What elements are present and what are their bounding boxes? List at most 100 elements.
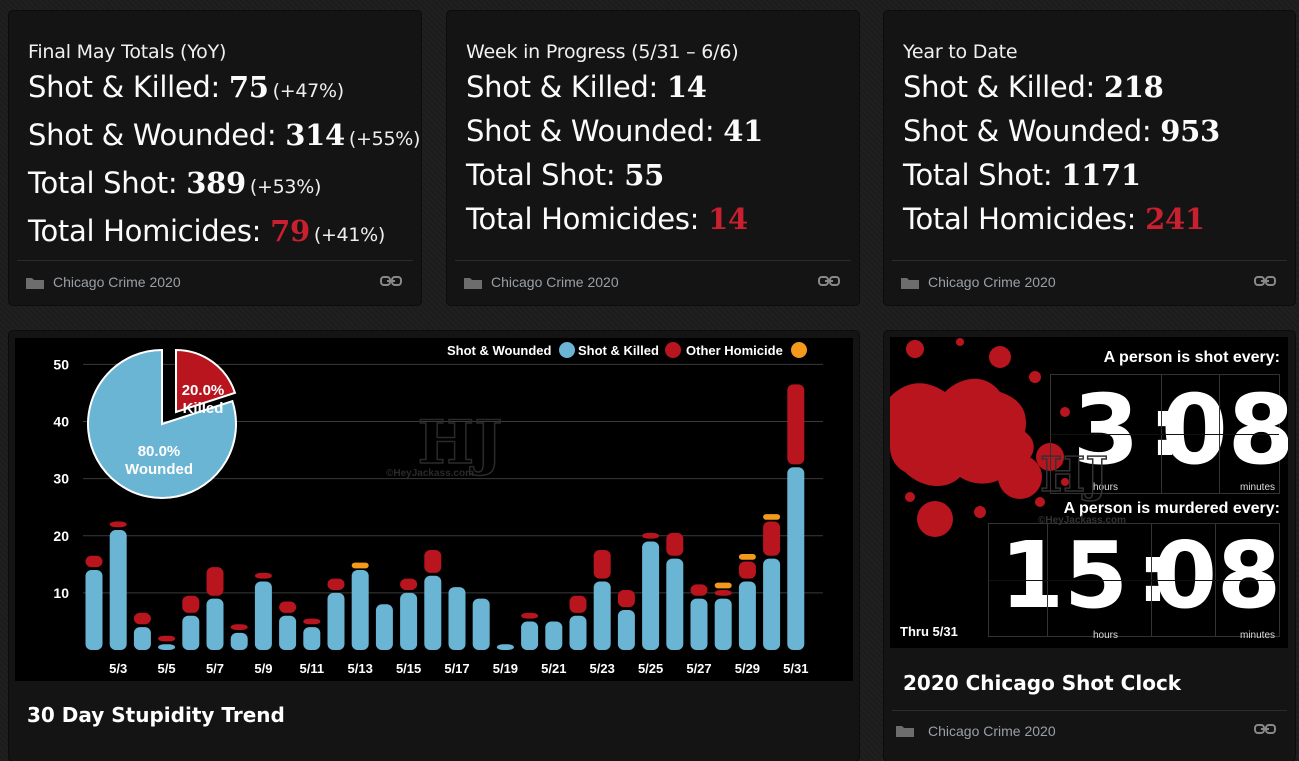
folder-icon	[901, 278, 919, 289]
stat-row-shot-killed: Shot & Killed: 218	[903, 70, 1164, 104]
bar-killed	[279, 601, 297, 613]
bar-killed	[593, 550, 611, 579]
thru-date: Thru 5/31	[900, 624, 958, 639]
x-tick-label: 5/27	[686, 661, 711, 676]
bar-killed	[400, 578, 418, 591]
murder-hours-unit: hours	[1093, 630, 1119, 641]
card-footer: Chicago Crime 2020	[455, 260, 851, 305]
folder-icon	[464, 278, 482, 289]
bar-other	[351, 562, 369, 569]
murder-clock-face: 15 : 08	[988, 522, 1282, 637]
x-tick-label: 5/21	[541, 661, 566, 676]
link-icon[interactable]	[1254, 723, 1276, 735]
x-tick-label: 5/3	[109, 661, 127, 676]
stat-row-shot-wounded: Shot & Wounded: 314 (+55%)	[28, 118, 421, 152]
bar-wounded	[545, 621, 563, 650]
x-tick-label: 5/25	[638, 661, 663, 676]
bar-wounded	[109, 530, 127, 650]
bar-wounded	[327, 592, 345, 650]
bar-killed	[521, 612, 539, 619]
bar-wounded	[787, 467, 805, 650]
bar-killed	[254, 572, 272, 579]
bar-wounded	[206, 598, 224, 650]
category-link[interactable]: Chicago Crime 2020	[53, 274, 181, 290]
x-tick-label: 5/7	[206, 661, 224, 676]
stat-row-total-shot: Total Shot: 55	[466, 158, 665, 192]
folder-icon	[26, 278, 44, 289]
bar-killed	[182, 595, 200, 613]
stat-card-may-totals: Final May Totals (YoY) Shot & Killed: 75…	[9, 11, 421, 305]
clock-card-title[interactable]: 2020 Chicago Shot Clock	[903, 671, 1182, 695]
x-tick-label: 5/9	[254, 661, 272, 676]
murder-hours: 15	[999, 522, 1129, 629]
shot-clock-image[interactable]: A person is shot every: 3 : 08 hours min…	[890, 337, 1288, 648]
bar-wounded	[133, 627, 151, 650]
murder-minutes: 08	[1153, 522, 1282, 629]
bar-other	[763, 514, 781, 520]
shot-clock-face: 3 : 08	[1050, 374, 1288, 494]
pie-label-wounded: Wounded	[125, 461, 193, 478]
bar-wounded	[279, 615, 297, 650]
clock-split-line	[989, 580, 1279, 581]
legend-swatch-wounded	[559, 342, 575, 358]
bar-killed	[85, 555, 103, 568]
bar-killed	[690, 584, 708, 596]
y-tick-label: 10	[53, 585, 69, 601]
bar-wounded	[230, 632, 248, 650]
bar-wounded	[400, 592, 418, 650]
bar-killed	[787, 384, 805, 465]
shot-minutes: 08	[1161, 374, 1288, 486]
bar-wounded	[690, 598, 708, 650]
card-footer: Chicago Crime 2020	[892, 260, 1287, 305]
bar-wounded	[738, 581, 756, 650]
stat-row-shot-wounded: Shot & Wounded: 953	[903, 114, 1220, 148]
x-tick-label: 5/19	[493, 661, 518, 676]
category-link[interactable]: Chicago Crime 2020	[491, 274, 619, 290]
stat-row-shot-killed: Shot & Killed: 14	[466, 70, 707, 104]
bar-wounded	[642, 541, 660, 650]
bar-wounded	[666, 558, 684, 650]
bar-killed	[424, 550, 442, 573]
legend-swatch-other	[791, 342, 807, 358]
x-tick-label: 5/23	[590, 661, 615, 676]
pie-label-killed: Killed	[183, 400, 224, 417]
y-tick-label: 20	[53, 528, 69, 544]
y-tick-label: 40	[53, 414, 69, 430]
bar-wounded	[375, 604, 393, 650]
bar-killed	[327, 578, 345, 591]
bar-killed	[303, 618, 321, 625]
y-tick-label: 30	[53, 471, 69, 487]
link-icon[interactable]	[818, 275, 840, 287]
link-icon[interactable]	[380, 275, 402, 287]
clock-split-line	[1051, 434, 1279, 435]
category-link[interactable]: Chicago Crime 2020	[928, 723, 1056, 739]
stat-row-total-homicides: Total Homicides: 79 (+41%)	[28, 214, 386, 248]
clock-watermark-site: ©HeyJackass.com	[1038, 515, 1126, 526]
chart-watermark: HJ	[417, 408, 502, 478]
murder-minutes-unit: minutes	[1240, 630, 1276, 641]
card-title: Week in Progress (5/31 – 6/6)	[466, 41, 739, 63]
bar-killed	[569, 595, 587, 613]
bar-killed	[617, 590, 635, 608]
link-icon[interactable]	[1254, 275, 1276, 287]
trend-chart-svg: 10 20 30 40 50 HJ©HeyJackass.com 5/3 5/5 5/7 5/9 5…	[53, 342, 823, 676]
bar-killed	[133, 612, 151, 625]
bar-killed	[738, 561, 756, 579]
bar-wounded	[569, 615, 587, 650]
pie-label-wounded-pct: 80.0%	[138, 443, 181, 460]
bar-other	[738, 554, 756, 560]
bar-killed	[158, 635, 176, 642]
card-title: Year to Date	[903, 41, 1018, 63]
legend-label: Shot & Killed	[578, 343, 659, 358]
bar-wounded	[424, 575, 442, 650]
trend-chart[interactable]: 10 20 30 40 50 HJ ©HeyJackass.com 5/3 5/5 5/7 5/9 5…	[15, 338, 853, 681]
bar-wounded	[182, 615, 200, 650]
trend-card-title[interactable]: 30 Day Stupidity Trend	[27, 703, 285, 727]
bar-wounded	[448, 587, 466, 650]
card-title: Final May Totals (YoY)	[28, 41, 227, 63]
stat-row-total-shot: Total Shot: 1171	[903, 158, 1141, 192]
category-link[interactable]: Chicago Crime 2020	[928, 274, 1056, 290]
bar-killed	[666, 532, 684, 556]
bar-wounded	[158, 644, 176, 650]
shot-hours-unit: hours	[1093, 482, 1119, 493]
